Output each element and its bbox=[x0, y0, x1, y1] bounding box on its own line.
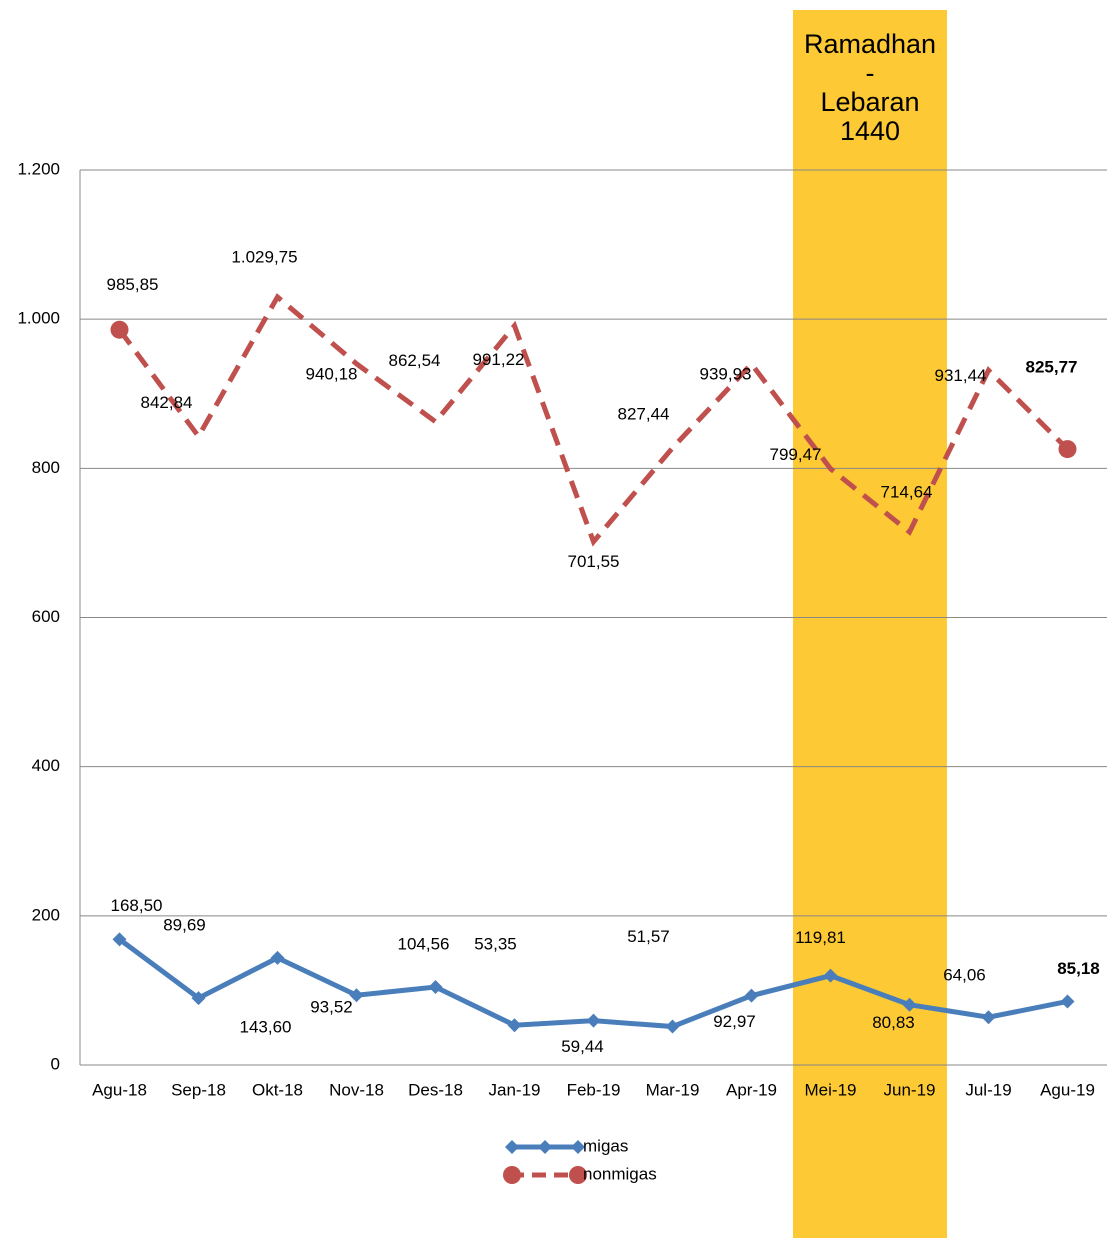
legend-marker bbox=[571, 1140, 585, 1154]
data-label: 991,22 bbox=[473, 350, 525, 369]
data-point bbox=[1060, 994, 1075, 1009]
data-point bbox=[507, 1018, 522, 1033]
data-label: 940,18 bbox=[306, 364, 358, 383]
x-tick-label: Feb-19 bbox=[567, 1080, 621, 1099]
data-point bbox=[823, 968, 838, 983]
data-point bbox=[112, 932, 127, 947]
data-point bbox=[744, 988, 759, 1003]
data-label: 714,64 bbox=[881, 482, 933, 501]
x-tick-label: Okt-18 bbox=[252, 1080, 303, 1099]
data-point bbox=[665, 1019, 680, 1034]
data-label: 143,60 bbox=[240, 1017, 292, 1036]
annotation-text: - bbox=[866, 58, 875, 88]
data-point bbox=[981, 1010, 996, 1025]
data-label: 85,18 bbox=[1057, 959, 1100, 978]
x-tick-label: Mei-19 bbox=[805, 1080, 857, 1099]
data-label: 119,81 bbox=[795, 928, 846, 947]
data-label: 104,56 bbox=[398, 935, 450, 954]
y-tick-label: 0 bbox=[51, 1054, 60, 1073]
annotation-text: 1440 bbox=[840, 116, 900, 146]
data-label: 64,06 bbox=[943, 966, 986, 985]
legend-label: migas bbox=[583, 1136, 628, 1155]
y-tick-label: 1.000 bbox=[17, 309, 60, 328]
legend-marker bbox=[569, 1166, 587, 1184]
data-point bbox=[191, 991, 206, 1006]
data-label: 825,77 bbox=[1026, 358, 1078, 377]
data-point bbox=[902, 997, 917, 1012]
data-label: 939,93 bbox=[700, 364, 752, 383]
highlight-band bbox=[793, 10, 947, 1238]
x-tick-label: Mar-19 bbox=[646, 1080, 700, 1099]
data-point bbox=[349, 988, 364, 1003]
y-tick-label: 200 bbox=[32, 905, 60, 924]
data-label: 80,83 bbox=[872, 1013, 915, 1032]
data-label: 89,69 bbox=[163, 916, 206, 935]
legend-marker bbox=[503, 1166, 521, 1184]
legend-marker bbox=[505, 1140, 519, 1154]
x-tick-label: Agu-18 bbox=[92, 1080, 147, 1099]
x-tick-label: Jul-19 bbox=[965, 1080, 1011, 1099]
data-point bbox=[270, 950, 285, 965]
data-point bbox=[428, 980, 443, 995]
x-tick-label: Jun-19 bbox=[884, 1080, 936, 1099]
x-tick-label: Apr-19 bbox=[726, 1080, 777, 1099]
data-label: 93,52 bbox=[310, 998, 353, 1017]
legend-marker bbox=[538, 1140, 552, 1154]
x-tick-label: Agu-19 bbox=[1040, 1080, 1095, 1099]
data-point bbox=[1058, 440, 1077, 459]
legend-label: nonmigas bbox=[583, 1164, 657, 1183]
data-label: 53,35 bbox=[474, 935, 517, 954]
data-label: 701,55 bbox=[568, 552, 620, 571]
data-label: 1.029,75 bbox=[231, 247, 297, 266]
data-label: 51,57 bbox=[627, 927, 670, 946]
y-tick-label: 600 bbox=[32, 607, 60, 626]
x-tick-label: Des-18 bbox=[408, 1080, 463, 1099]
x-tick-label: Nov-18 bbox=[329, 1080, 384, 1099]
annotation-text: Lebaran bbox=[820, 87, 919, 117]
data-label: 827,44 bbox=[618, 404, 670, 423]
data-label: 168,50 bbox=[111, 896, 163, 915]
data-label: 842,84 bbox=[141, 393, 193, 412]
x-tick-label: Jan-19 bbox=[489, 1080, 541, 1099]
y-tick-label: 400 bbox=[32, 756, 60, 775]
annotation-text: Ramadhan bbox=[804, 29, 936, 59]
data-point bbox=[586, 1013, 601, 1028]
series-line bbox=[117, 293, 1070, 547]
data-label: 59,44 bbox=[561, 1037, 604, 1056]
x-tick-label: Sep-18 bbox=[171, 1080, 226, 1099]
data-point bbox=[110, 320, 129, 339]
data-label: 862,54 bbox=[389, 351, 441, 370]
y-tick-label: 1.200 bbox=[17, 159, 60, 178]
data-label: 931,44 bbox=[935, 366, 987, 385]
y-tick-label: 800 bbox=[32, 458, 60, 477]
data-label: 799,47 bbox=[770, 445, 822, 464]
data-label: 92,97 bbox=[713, 1012, 756, 1031]
data-label: 985,85 bbox=[107, 275, 159, 294]
